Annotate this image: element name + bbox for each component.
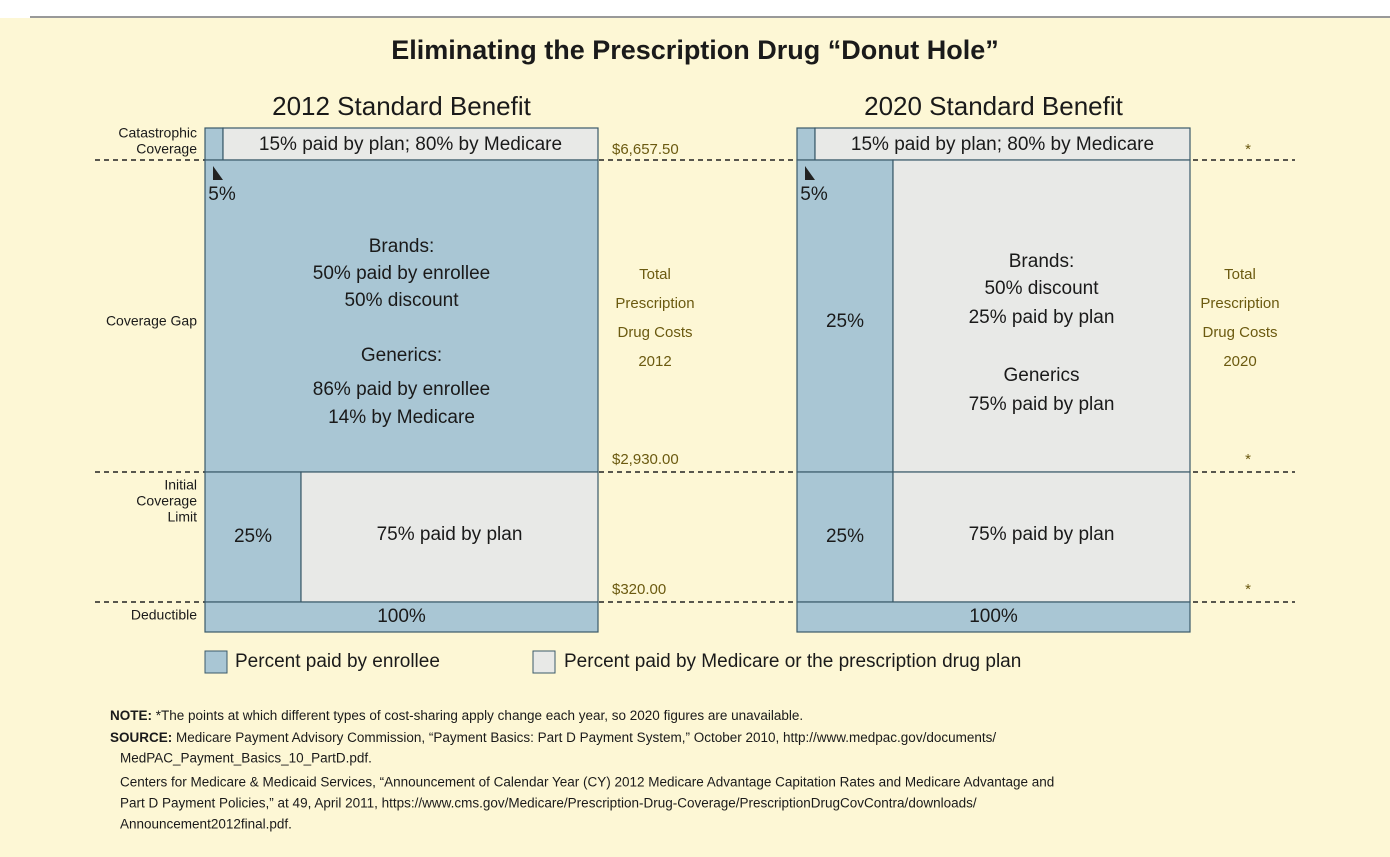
source-label: SOURCE: (110, 730, 172, 745)
threshold: * (1245, 451, 1251, 468)
cell-text: Generics: (361, 345, 442, 366)
arrow (213, 166, 223, 180)
total-label: 2012 (638, 353, 671, 370)
row-label: Coverage (136, 141, 197, 157)
cell-text: 25% (826, 311, 864, 332)
cell-text: 15% paid by plan; 80% by Medicare (259, 134, 562, 155)
panel-title: 2012 Standard Benefit (272, 91, 532, 121)
cell-text: 25% (826, 526, 864, 547)
cell-text: Generics (1003, 365, 1079, 386)
legend-label: Percent paid by enrollee (235, 651, 440, 672)
cell (796, 601, 1191, 633)
cell (796, 127, 816, 161)
threshold: $2,930.00 (612, 451, 679, 468)
cell-text: Brands: (1009, 251, 1074, 272)
total-label: Prescription (615, 295, 694, 312)
threshold: * (1245, 581, 1251, 598)
cell (796, 159, 894, 473)
cell-text: 15% paid by plan; 80% by Medicare (851, 134, 1154, 155)
total-label: Drug Costs (1202, 324, 1277, 341)
source-text: Centers for Medicare & Medicaid Services… (120, 775, 1054, 790)
legend-swatch (532, 650, 556, 674)
row-label: Initial (164, 477, 197, 493)
row-label: Deductible (131, 607, 197, 623)
cell (204, 601, 599, 633)
source-text: Medicare Payment Advisory Commission, “P… (176, 730, 996, 745)
source-text: MedPAC_Payment_Basics_10_PartD.pdf. (120, 751, 372, 766)
cell-text: 50% discount (984, 278, 1099, 299)
cell-text: 75% paid by plan (969, 394, 1115, 415)
legend-label: Percent paid by Medicare or the prescrip… (564, 651, 1021, 672)
title: Eliminating the Prescription Drug “Donut… (391, 35, 999, 65)
cell-text: 25% (234, 526, 272, 547)
cell-text: 100% (377, 606, 426, 627)
cell (892, 159, 1191, 473)
threshold: * (1245, 141, 1251, 158)
arrow-label: 5% (800, 184, 828, 205)
cell-text: 75% paid by plan (377, 524, 523, 545)
legend-swatch (204, 650, 228, 674)
total-label: Prescription (1200, 295, 1279, 312)
note-text: *The points at which different types of … (152, 708, 803, 723)
cell-text: 75% paid by plan (969, 524, 1115, 545)
row-label: Coverage Gap (106, 313, 197, 329)
cell-text: Brands: (369, 236, 434, 257)
note: NOTE: *The points at which different typ… (110, 708, 803, 723)
total-label: Total (1224, 266, 1256, 283)
total-label: Total (639, 266, 671, 283)
cell-text: 86% paid by enrollee (313, 379, 490, 400)
cell (892, 471, 1191, 603)
threshold: $6,657.50 (612, 141, 679, 158)
arrow (805, 166, 815, 180)
row-label: Catastrophic (118, 125, 197, 141)
cell (814, 127, 1191, 161)
threshold: $320.00 (612, 581, 666, 598)
row-label: Limit (167, 509, 197, 525)
arrow-label: 5% (208, 184, 236, 205)
source-text: Part D Payment Policies,” at 49, April 2… (120, 796, 977, 811)
cell-text: 100% (969, 606, 1018, 627)
cell-text: 50% discount (344, 290, 459, 311)
cell-text: 14% by Medicare (328, 407, 475, 428)
total-label: Drug Costs (617, 324, 692, 341)
row-label: Coverage (136, 493, 197, 509)
cell (204, 159, 599, 473)
note-label: NOTE: (110, 708, 152, 723)
source: SOURCE: Medicare Payment Advisory Commis… (110, 730, 996, 745)
total-label: 2020 (1223, 353, 1256, 370)
source-text: Announcement2012final.pdf. (120, 817, 292, 832)
cell (204, 471, 302, 603)
cell (204, 127, 224, 161)
cell-text: 50% paid by enrollee (313, 263, 490, 284)
panel-title: 2020 Standard Benefit (864, 91, 1124, 121)
cell-text: 25% paid by plan (969, 307, 1115, 328)
